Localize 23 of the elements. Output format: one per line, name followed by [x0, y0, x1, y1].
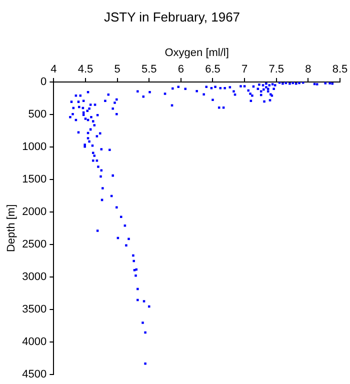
x-tick-label: 4.5	[78, 63, 94, 76]
y-tick-label: 4000	[22, 336, 47, 348]
x-tick-label: 5.5	[141, 63, 157, 76]
y-tick-label: 3500	[22, 303, 47, 316]
y-tick-label: 0	[40, 76, 47, 88]
x-tick-label: 7	[241, 63, 248, 76]
y-tick-label: 1000	[22, 141, 47, 154]
chart-title: JSTY in February, 1967	[104, 9, 240, 24]
y-tick-label: 500	[28, 108, 47, 121]
y-tick-label: 3000	[22, 270, 47, 283]
x-tick-label: 8	[305, 63, 312, 76]
x-axis-title: Oxygen [ml/l]	[164, 47, 229, 60]
x-tick-label: 7.5	[268, 63, 284, 76]
y-tick-label: 2500	[22, 238, 47, 250]
y-tick-label: 2000	[22, 206, 47, 218]
y-axis-title: Depth [m]	[6, 204, 18, 252]
y-tick-label: 4500	[22, 368, 47, 380]
x-tick-label: 4	[50, 63, 57, 76]
y-tick-label: 1500	[22, 174, 47, 186]
x-tick-label: 8.5	[332, 63, 348, 76]
x-tick-label: 5	[114, 63, 120, 76]
x-tick-label: 6	[178, 63, 184, 76]
x-tick-label: 6.5	[205, 63, 220, 76]
